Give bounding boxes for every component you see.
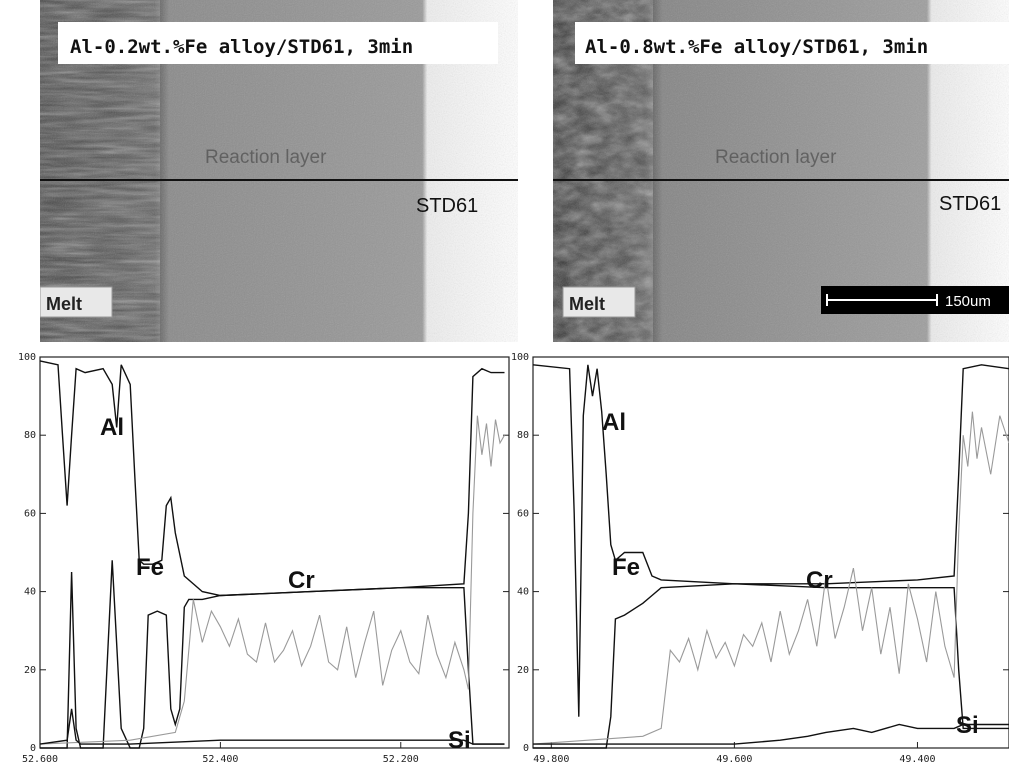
melt-label-2: Melt [569,294,605,314]
y-tick-label: 20 [24,665,36,676]
series-line-si [533,723,1009,745]
x-tick-label: 52.200 [383,754,419,765]
plot-frame [532,356,1009,749]
y-tick-label: 40 [517,587,529,598]
series-label-cr: Cr [288,567,315,594]
series-label-al: Al [100,414,124,441]
x-tick-label: 49.400 [899,754,935,765]
micrograph-1-image: Al-0.2wt.%Fe alloy/STD61, 3min Reaction … [40,0,518,342]
micrograph-1-title: Al-0.2wt.%Fe alloy/STD61, 3min [70,36,413,58]
x-tick-label: 52.600 [22,754,58,765]
series-label-al: Al [602,409,626,436]
series-label-fe: Fe [612,554,640,581]
micrograph-2: Al-0.8wt.%Fe alloy/STD61, 3min Reaction … [553,0,1009,342]
linescan-chart-1: 0 20 40 60 80 100 52.600 52.400 52.200 Al Fe Cr Si [0,350,530,783]
series-label-cr: Cr [806,567,833,594]
linescan-chart-1-svg: 0 20 40 60 80 100 52.600 52.400 52.200 Al Fe Cr Si [18,352,510,765]
y-tick-label: 40 [24,587,36,598]
series-line-cr [39,415,505,745]
micrograph-1-title-box: Al-0.2wt.%Fe alloy/STD61, 3min [58,22,498,64]
series-line-al [532,364,1009,717]
series-line-fe [533,583,1009,749]
y-tick-label: 80 [24,430,36,441]
reaction-layer-label-1: Reaction layer [205,147,327,168]
x-tick-label: 49.800 [533,754,569,765]
linescan-chart-2: 0 20 40 60 80 100 49.800 49.600 49.400 Al Fe Cr Si [506,350,1009,783]
plot-frame [39,356,510,749]
series-label-fe: Fe [136,554,164,581]
y-tick-label: 100 [18,352,36,363]
micrograph-2-image: Al-0.8wt.%Fe alloy/STD61, 3min Reaction … [553,0,1009,342]
scale-bar-label: 150um [945,293,991,310]
series-line-fe [40,560,505,749]
series-label-si: Si [956,712,979,739]
micrograph-2-title: Al-0.8wt.%Fe alloy/STD61, 3min [585,36,928,58]
y-tick-label: 0 [30,743,36,754]
y-tick-label: 60 [24,508,36,519]
x-tick-label: 49.600 [716,754,752,765]
substrate-label-1: STD61 [416,195,478,217]
x-tick-label: 52.400 [202,754,238,765]
scale-bar: 150um [821,286,1009,314]
y-tick-label: 80 [517,430,529,441]
micrograph-1: Al-0.2wt.%Fe alloy/STD61, 3min Reaction … [40,0,518,342]
y-tick-label: 100 [511,352,529,363]
melt-label-1: Melt [46,294,82,314]
series-line-cr [532,411,1009,745]
linescan-chart-2-svg: 0 20 40 60 80 100 49.800 49.600 49.400 Al Fe Cr Si [511,352,1009,765]
substrate-label-2: STD61 [939,193,1001,215]
melt-label-box-1: Melt [40,286,113,318]
y-tick-label: 0 [523,743,529,754]
reaction-layer-label-2: Reaction layer [715,147,837,168]
micrograph-2-title-box: Al-0.8wt.%Fe alloy/STD61, 3min [575,22,1009,64]
melt-label-box-2: Melt [562,286,636,318]
y-tick-label: 20 [517,665,529,676]
series-label-si: Si [448,727,471,754]
series-line-si [39,708,505,745]
series-line-al [39,360,505,597]
y-tick-label: 60 [517,508,529,519]
